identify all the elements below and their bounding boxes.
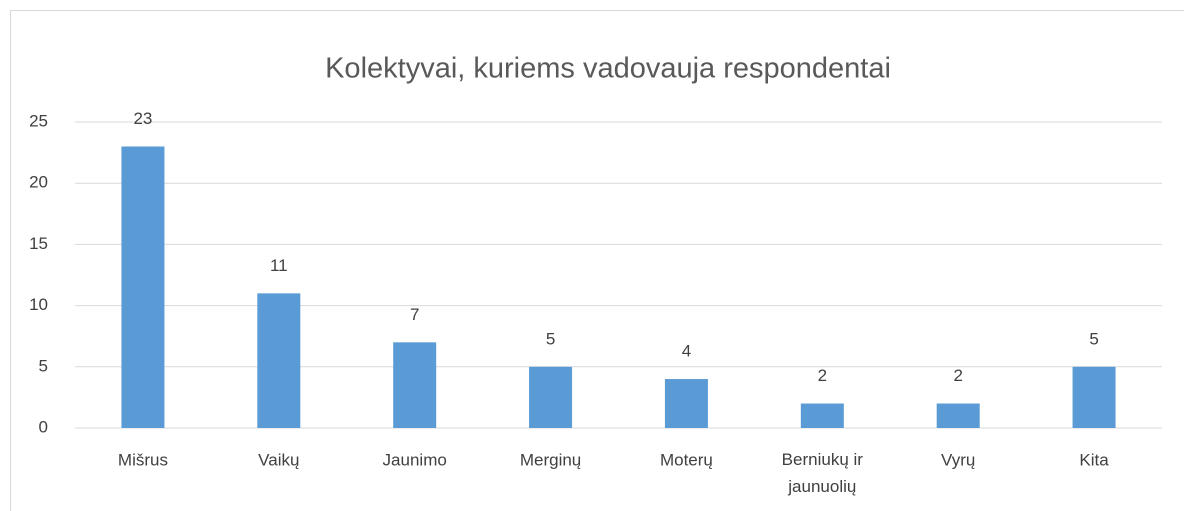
x-tick-label: Mišrus (118, 450, 168, 469)
data-label: 2 (818, 366, 827, 385)
bar (936, 403, 980, 428)
bar (393, 342, 437, 428)
bar (800, 403, 844, 428)
bar (1072, 366, 1116, 428)
data-label: 5 (546, 329, 555, 348)
data-label: 11 (270, 256, 288, 275)
x-tick-label: Merginų (520, 450, 581, 469)
x-tick-label: Kita (1079, 450, 1109, 469)
x-tick-label: Jaunimo (383, 450, 447, 469)
data-label: 7 (410, 305, 419, 324)
y-tick-label: 25 (29, 111, 48, 130)
y-tick-label: 10 (29, 295, 48, 314)
bar (121, 146, 165, 429)
bar (257, 293, 301, 428)
bar (664, 379, 708, 428)
x-tick-label: Vyrų (941, 450, 975, 469)
data-label: 2 (953, 366, 962, 385)
data-label: 4 (682, 342, 691, 361)
chart-title: Kolektyvai, kuriems vadovauja respondent… (325, 53, 891, 85)
x-tick-label: Moterų (660, 450, 713, 469)
y-tick-label: 5 (39, 356, 48, 375)
x-tick-label: Vaikų (258, 450, 299, 469)
bar (529, 366, 573, 428)
y-tick-label: 0 (39, 417, 48, 436)
chart-border (10, 10, 1184, 511)
data-label: 5 (1089, 329, 1098, 348)
y-tick-label: 20 (29, 173, 48, 192)
x-tick-label: Berniukų ir jaunuolių (782, 450, 864, 496)
data-label: 23 (133, 109, 152, 128)
y-tick-label: 15 (29, 234, 48, 253)
